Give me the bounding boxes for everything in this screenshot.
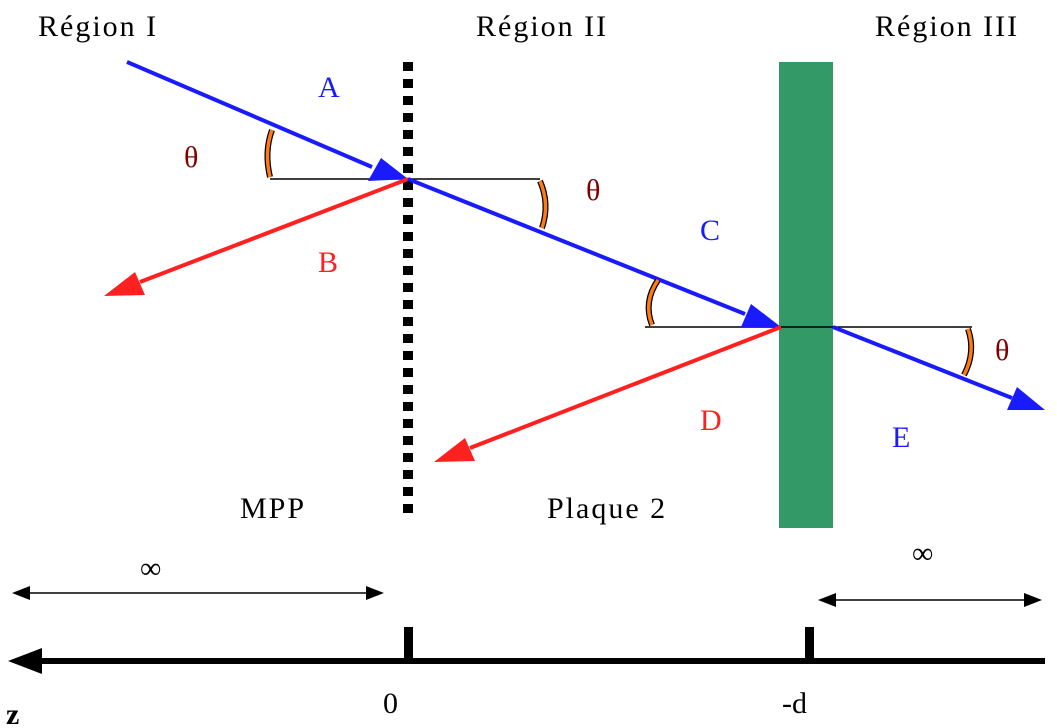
ray-d xyxy=(469,325,782,450)
plate-2 xyxy=(779,62,833,528)
theta-label-1: θ xyxy=(184,141,198,174)
region-1-label: Région I xyxy=(38,10,158,43)
ray-e-arrowhead xyxy=(1007,387,1045,410)
ray-b-arrowhead xyxy=(104,272,145,296)
ray-b xyxy=(139,177,409,284)
ray-b-label: B xyxy=(318,246,338,279)
region-2-label: Région II xyxy=(476,10,608,43)
ray-c xyxy=(407,177,746,316)
ray-a-label: A xyxy=(318,71,340,104)
mpp-label: MPP xyxy=(240,492,306,525)
axis-tick-minus-d xyxy=(805,627,814,659)
infinity-label-right: ∞ xyxy=(912,537,933,570)
theta-label-3: θ xyxy=(995,334,1009,367)
axis-tick-0 xyxy=(404,627,413,659)
ray-c-label: C xyxy=(700,214,720,247)
z-axis-label: z xyxy=(6,698,19,728)
ray-a xyxy=(126,60,373,169)
ray-e xyxy=(832,325,1013,400)
ray-d-arrowhead xyxy=(434,438,475,462)
ray-c-arrowhead xyxy=(741,304,781,327)
infinity-label-left: ∞ xyxy=(140,552,161,585)
ray-a-arrowhead xyxy=(368,158,408,181)
ray-e-label: E xyxy=(892,421,910,454)
tick-label-minus-d: -d xyxy=(782,687,807,720)
theta-label-2: θ xyxy=(586,174,600,207)
plate-2-label: Plaque 2 xyxy=(547,492,667,525)
region-3-label: Région III xyxy=(875,10,1019,43)
tick-label-0: 0 xyxy=(383,687,398,720)
z-axis-arrowhead xyxy=(8,648,42,674)
ray-d-label: D xyxy=(700,404,722,437)
